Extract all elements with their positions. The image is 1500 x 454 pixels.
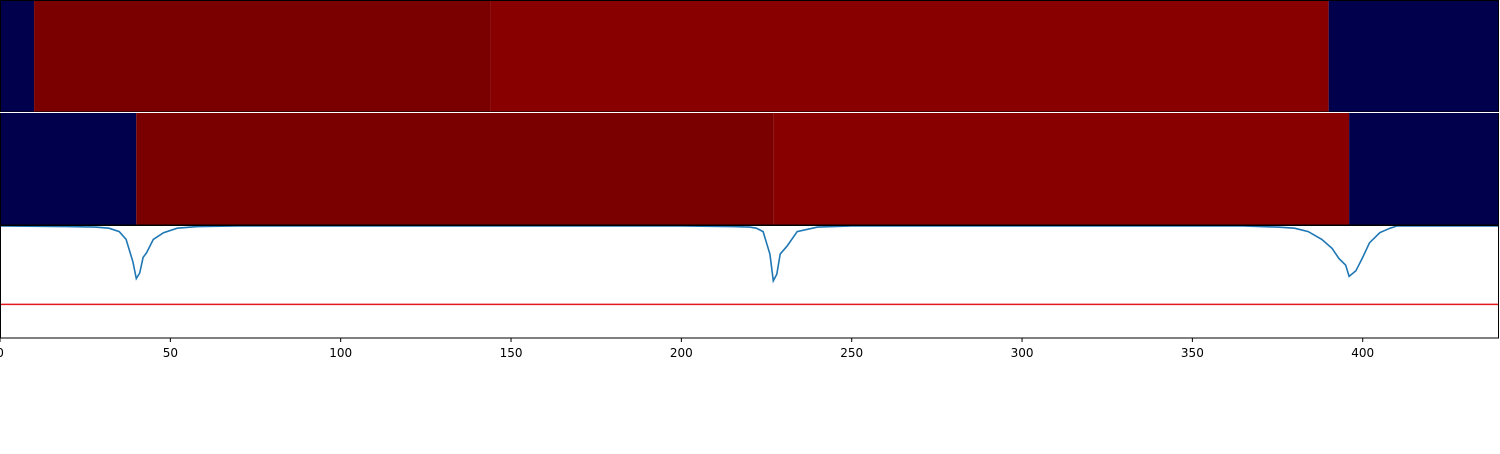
heatmap-segment — [490, 1, 1329, 112]
heatmap-track-1 — [0, 1, 1499, 112]
x-tick-label: 50 — [163, 346, 178, 360]
x-tick-label: 250 — [840, 346, 863, 360]
x-tick-label: 400 — [1351, 346, 1374, 360]
heatmap-track-2 — [0, 113, 1499, 225]
x-tick-label: 150 — [500, 346, 523, 360]
series-line — [0, 225, 1499, 284]
heatmap-segment — [34, 1, 491, 112]
heatmap-segment — [0, 113, 137, 225]
heatmap-segment — [136, 113, 774, 225]
x-tick-label: 0 — [0, 346, 4, 360]
heatmap-segment — [773, 113, 1350, 225]
x-tick-label: 200 — [670, 346, 693, 360]
line-panel — [0, 225, 1499, 306]
panel-frame-3 — [0, 225, 1499, 339]
heatmap-segment — [1328, 1, 1499, 112]
heatmap-segment — [1349, 113, 1499, 225]
heatmap-segment — [0, 1, 35, 112]
x-tick-label: 300 — [1011, 346, 1034, 360]
x-tick-label: 350 — [1181, 346, 1204, 360]
heatmap-tracks — [0, 1, 1499, 225]
x-tick-label: 100 — [329, 346, 352, 360]
x-axis: 0 50 100 150 200 250 300 350 400 — [0, 338, 1374, 360]
panel-frames — [0, 0, 1499, 339]
